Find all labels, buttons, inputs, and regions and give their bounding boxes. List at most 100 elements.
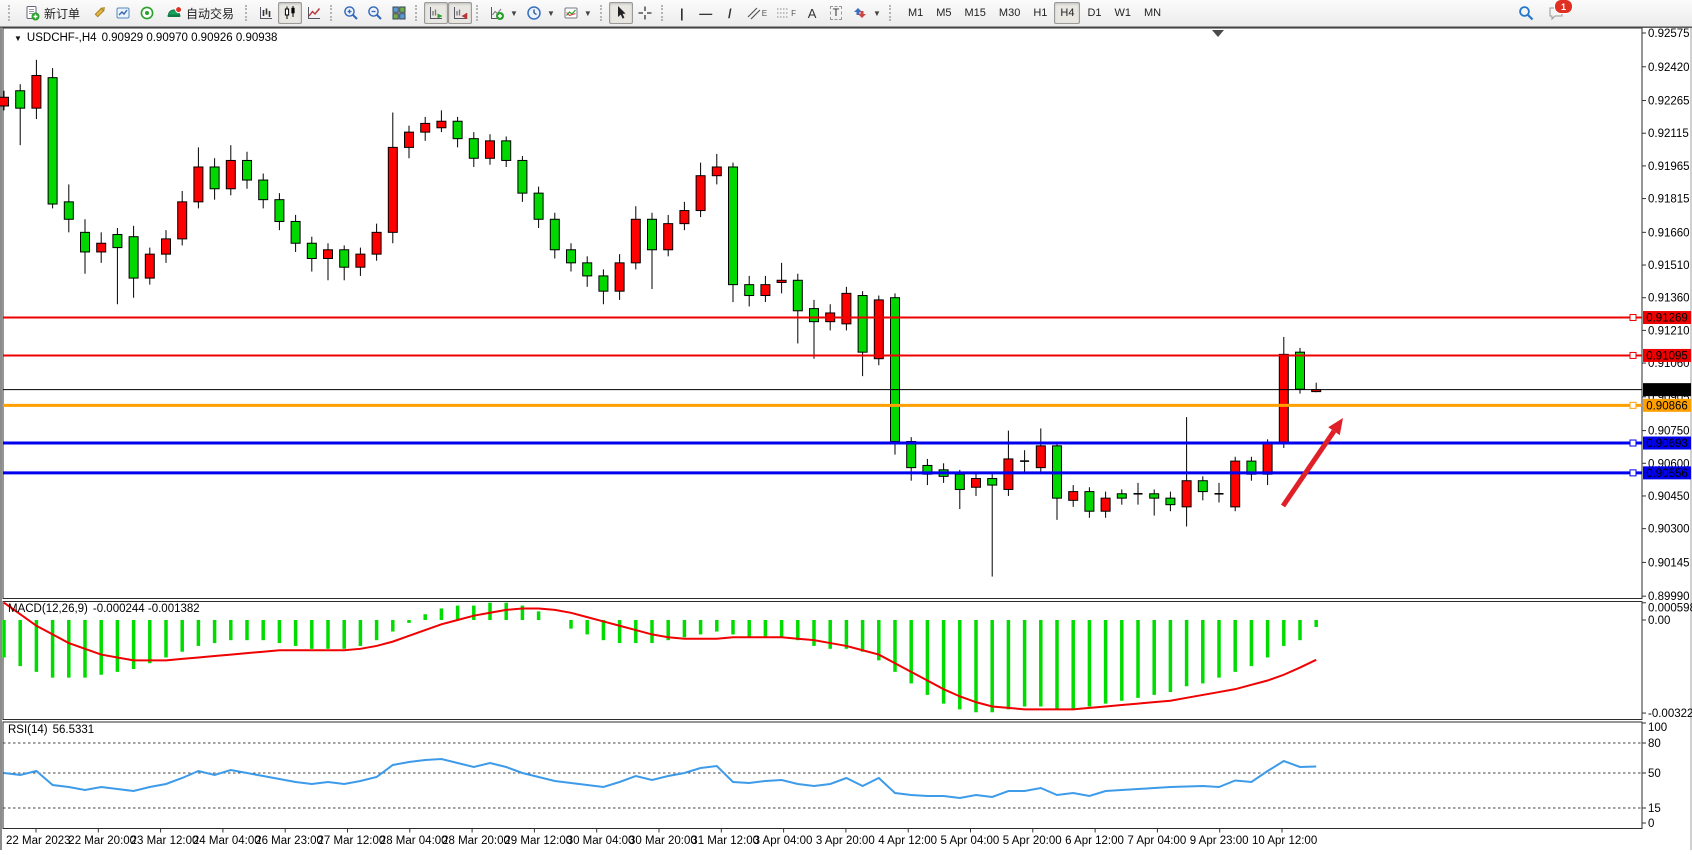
candle	[1278, 353, 1289, 445]
candle	[274, 199, 285, 222]
text-label-tool[interactable]: T	[824, 2, 848, 24]
candle	[760, 284, 771, 297]
fibonacci-tool[interactable]: F	[771, 2, 800, 24]
timeframe-H4[interactable]: H4	[1054, 2, 1081, 24]
tile-windows-button[interactable]	[387, 2, 411, 24]
trend-arrow-line[interactable]	[1280, 429, 1337, 508]
candle	[695, 175, 706, 212]
publish-chart-button[interactable]	[111, 2, 135, 24]
chart-title: ▼ USDCHF-,H4 0.90929 0.90970 0.90926 0.9…	[14, 32, 277, 44]
signals-button[interactable]	[135, 2, 159, 24]
vertical-line-tool[interactable]: |	[670, 2, 694, 24]
trendline-tool[interactable]: /	[718, 2, 742, 24]
timeframe-M15[interactable]: M15	[959, 2, 992, 24]
main-toolbar: 新订单 自动交易	[0, 0, 1692, 27]
timeframe-M30[interactable]: M30	[993, 2, 1026, 24]
timeframe-H1[interactable]: H1	[1027, 2, 1053, 24]
candle	[15, 90, 26, 109]
search-button[interactable]	[1514, 2, 1538, 24]
candle	[225, 159, 236, 190]
candle	[63, 201, 74, 220]
timeframe-W1[interactable]: W1	[1109, 2, 1138, 24]
templates-button[interactable]: ▼	[559, 2, 596, 24]
chart-shift-marker[interactable]	[1212, 30, 1224, 37]
time-label: 22 Mar 20:00	[68, 835, 136, 847]
price-badge-label: 0.91095	[1646, 350, 1688, 362]
time-label: 5 Apr 20:00	[1003, 835, 1062, 847]
time-label: 27 Mar 12:00	[318, 835, 386, 847]
horizontal-line-tool[interactable]: —	[694, 2, 718, 24]
timeframe-M1[interactable]: M1	[902, 2, 929, 24]
price-tick-label: 0.90450	[1648, 491, 1690, 503]
channel-suffix: E	[761, 8, 768, 18]
bar-chart-button[interactable]	[254, 2, 278, 24]
price-badge-label: 0.90866	[1646, 400, 1688, 412]
macd-title: MACD(12,26,9)	[8, 603, 88, 615]
price-tick-label: 0.92265	[1648, 96, 1690, 108]
arrows-tool[interactable]: ▼	[848, 2, 885, 24]
autotrading-cap-icon	[167, 6, 183, 17]
line-chart-icon	[308, 7, 321, 19]
periods-button[interactable]: ▼	[522, 2, 559, 24]
candle	[954, 473, 965, 490]
line-handle[interactable]	[1629, 351, 1637, 359]
clock-icon	[527, 6, 541, 20]
line-handle[interactable]	[1629, 439, 1637, 447]
candle	[31, 74, 42, 109]
symbol-dropdown-icon[interactable]: ▼	[14, 33, 22, 43]
trend-arrow-head[interactable]	[1328, 418, 1343, 436]
candle	[728, 166, 738, 286]
new-order-button[interactable]: 新订单	[17, 2, 87, 24]
line-handle[interactable]	[1629, 314, 1637, 322]
equidistant-channel-tool[interactable]: E	[742, 2, 771, 24]
autotrading-label: 自动交易	[186, 6, 235, 21]
price-badge	[1643, 348, 1691, 362]
line-chart-button[interactable]	[302, 2, 326, 24]
cursor-button[interactable]	[608, 2, 633, 24]
autotrading-button[interactable]: 自动交易	[159, 2, 241, 24]
notifications-button[interactable]: 1	[1544, 0, 1573, 24]
vertical-line-icon: |	[679, 5, 684, 21]
search-icon	[1519, 6, 1534, 21]
toolbar-grip	[888, 5, 894, 21]
price-badge	[1643, 436, 1691, 450]
price-badge	[1643, 398, 1691, 412]
time-label: 4 Apr 12:00	[878, 835, 937, 847]
candle	[323, 249, 333, 259]
zoom-in-button[interactable]	[339, 2, 363, 24]
crosshair-button[interactable]	[633, 2, 657, 24]
crayon-button[interactable]	[87, 2, 111, 24]
timeframe-M5[interactable]: M5	[930, 2, 957, 24]
time-label: 3 Apr 20:00	[816, 835, 875, 847]
candle	[371, 231, 382, 255]
rsi-indicator-label: RSI(14) 56.5331	[8, 724, 94, 736]
candle	[776, 279, 787, 283]
candlestick-chart-button[interactable]	[278, 2, 303, 24]
macd-values: -0.000244 -0.001382	[92, 603, 200, 615]
rsi-line	[3, 757, 1317, 800]
price-tick-label: 0.90145	[1648, 557, 1690, 569]
line-handle[interactable]	[1629, 401, 1637, 409]
price-tick-label: 0.90300	[1648, 524, 1690, 536]
line-handle[interactable]	[1629, 469, 1637, 477]
zoom-out-button[interactable]	[363, 2, 387, 24]
candle	[96, 242, 107, 253]
toolbar-grip	[660, 5, 666, 21]
candle	[566, 249, 576, 264]
chart-shift-button[interactable]	[448, 2, 473, 24]
indicators-button[interactable]: ▼	[485, 2, 522, 24]
candle	[1230, 460, 1241, 508]
candle	[1068, 491, 1079, 501]
template-icon	[564, 7, 578, 19]
macd-layer	[2, 601, 1318, 713]
timeframe-MN[interactable]: MN	[1138, 2, 1167, 24]
timeframe-D1[interactable]: D1	[1081, 2, 1107, 24]
price-tick-label: 0.91965	[1648, 161, 1690, 173]
price-tick-label: 0.92575	[1648, 28, 1690, 40]
auto-scroll-button[interactable]	[424, 2, 449, 24]
candle	[809, 308, 819, 323]
time-label: 6 Apr 12:00	[1065, 835, 1124, 847]
text-tool[interactable]: A	[800, 2, 824, 24]
candle	[1035, 445, 1046, 469]
